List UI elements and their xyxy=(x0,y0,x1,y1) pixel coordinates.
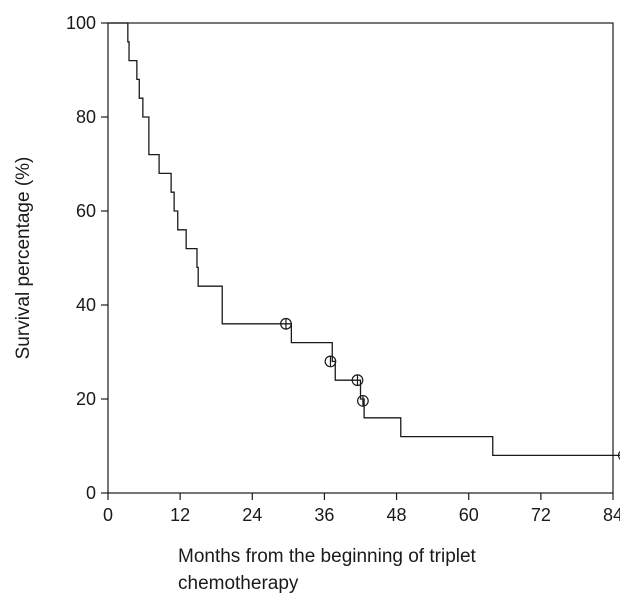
x-tick-label: 36 xyxy=(314,505,334,525)
x-tick-label: 0 xyxy=(103,505,113,525)
x-tick-label: 60 xyxy=(459,505,479,525)
plot-frame xyxy=(107,22,614,494)
y-tick-label: 100 xyxy=(66,13,96,33)
y-tick-label: 60 xyxy=(76,201,96,221)
y-tick-label: 40 xyxy=(76,295,96,315)
censor-marks xyxy=(280,317,620,460)
x-tick-label: 24 xyxy=(242,505,262,525)
x-axis-title-line-2: chemotherapy xyxy=(178,573,299,594)
x-axis: 0 12 24 36 48 60 72 84 xyxy=(103,493,620,525)
y-tick-label: 80 xyxy=(76,107,96,127)
y-axis: 0 20 40 60 80 100 xyxy=(66,13,108,503)
x-axis-title-line-1: Months from the beginning of triplet xyxy=(178,546,477,567)
censor-mark xyxy=(324,355,337,368)
x-tick-label: 12 xyxy=(170,505,190,525)
censor-mark xyxy=(357,394,369,407)
y-axis-title: Survival percentage (%) xyxy=(13,157,34,360)
censor-mark xyxy=(617,450,620,460)
y-tick-label: 20 xyxy=(76,389,96,409)
x-tick-label: 48 xyxy=(387,505,407,525)
censor-mark xyxy=(351,374,364,387)
x-tick-label: 84 xyxy=(603,505,620,525)
censor-mark xyxy=(280,317,292,330)
survival-curve xyxy=(108,22,620,457)
x-tick-label: 72 xyxy=(531,505,551,525)
y-tick-label: 0 xyxy=(86,483,96,503)
